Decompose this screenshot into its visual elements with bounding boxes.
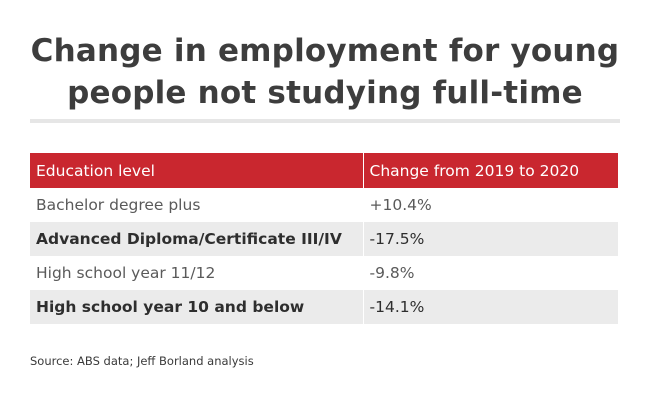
education-level-cell: High school year 11/12 <box>30 256 364 290</box>
table-row: Advanced Diploma/Certificate III/IV -17.… <box>30 222 618 256</box>
education-level-cell: Bachelor degree plus <box>30 188 364 222</box>
column-header-change: Change from 2019 to 2020 <box>363 153 618 188</box>
change-cell: +10.4% <box>363 188 618 222</box>
table-header-row: Education level Change from 2019 to 2020 <box>30 153 618 188</box>
change-cell: -14.1% <box>363 290 618 324</box>
data-table-container: Education level Change from 2019 to 2020… <box>30 153 618 324</box>
chart-title-line-1: Change in employment for young <box>30 33 620 69</box>
education-level-cell: High school year 10 and below <box>30 290 364 324</box>
table-row: High school year 11/12 -9.8% <box>30 256 618 290</box>
chart-title: Change in employment for young people no… <box>0 30 650 114</box>
table-row: High school year 10 and below -14.1% <box>30 290 618 324</box>
change-cell: -9.8% <box>363 256 618 290</box>
education-level-cell: Advanced Diploma/Certificate III/IV <box>30 222 364 256</box>
title-divider <box>30 119 620 123</box>
table-row: Bachelor degree plus +10.4% <box>30 188 618 222</box>
source-note: Source: ABS data; Jeff Borland analysis <box>30 354 254 368</box>
chart-title-line-2: people not studying full-time <box>67 75 583 111</box>
data-table: Education level Change from 2019 to 2020… <box>30 153 618 324</box>
change-cell: -17.5% <box>363 222 618 256</box>
column-header-education-level: Education level <box>30 153 364 188</box>
